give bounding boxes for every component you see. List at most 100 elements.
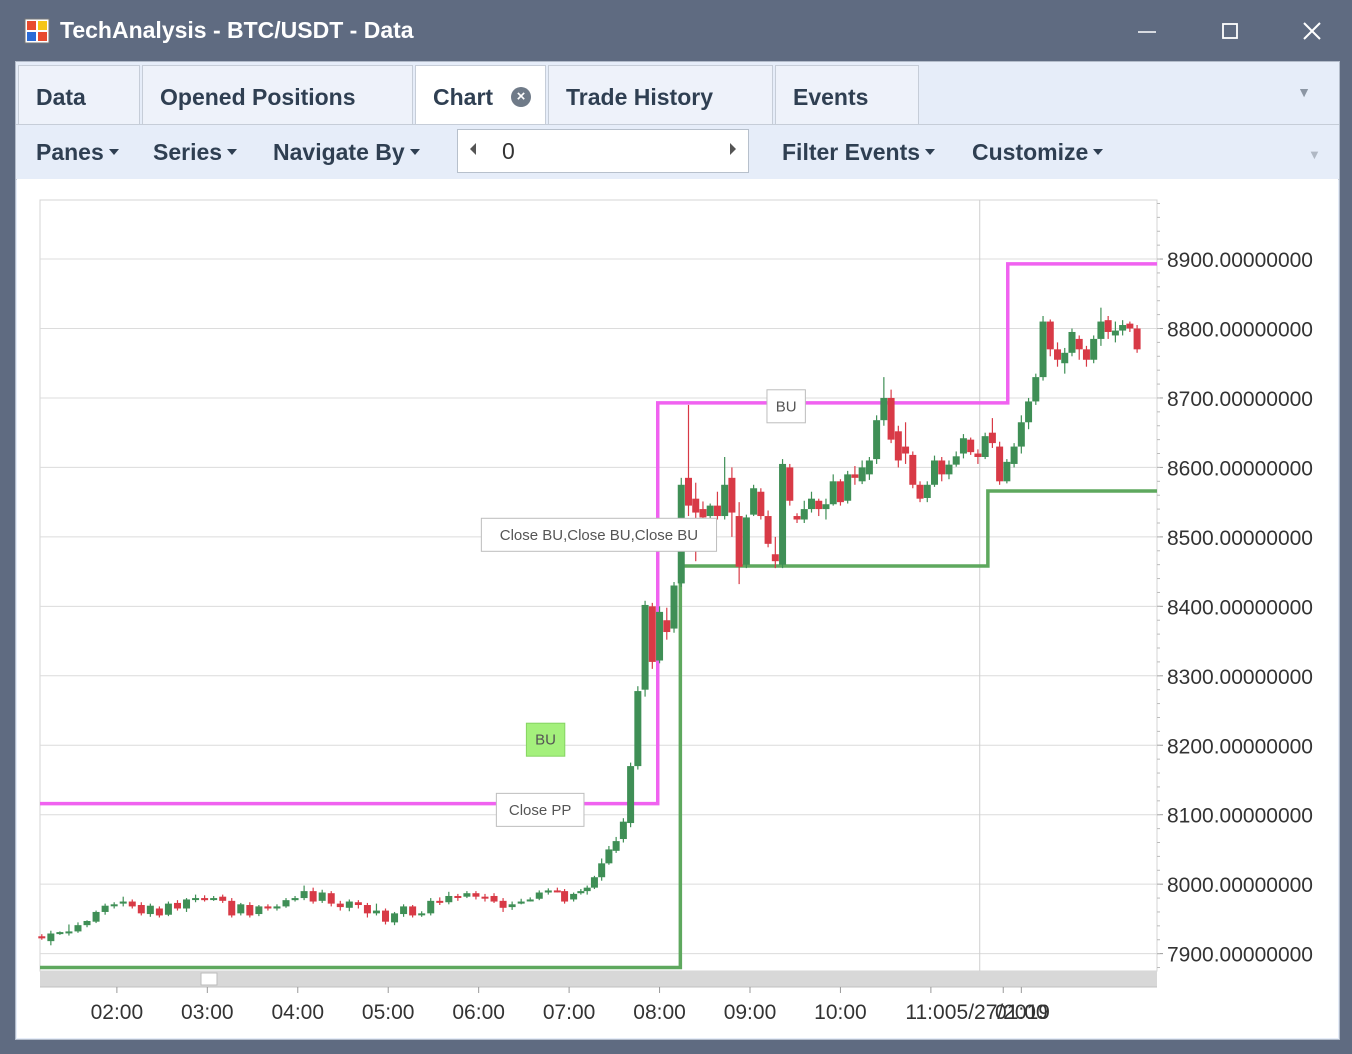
annotation-label[interactable]: BU xyxy=(535,732,556,749)
tab-list-dropdown-icon[interactable]: ▼ xyxy=(1297,84,1311,100)
panes-menu[interactable]: Panes xyxy=(36,139,119,166)
tab-trade-history[interactable]: Trade History xyxy=(548,65,773,124)
candle-up xyxy=(634,691,642,767)
chevron-down-icon xyxy=(227,148,238,155)
candle-down xyxy=(836,481,844,503)
candle-up xyxy=(959,438,967,454)
candle-down xyxy=(996,446,1004,482)
candle-down xyxy=(793,516,801,520)
annotation-box[interactable] xyxy=(525,722,566,757)
candle-up xyxy=(544,890,552,893)
candle-down xyxy=(38,936,46,939)
maximize-button[interactable] xyxy=(1200,12,1260,50)
tab-events[interactable]: Events xyxy=(775,65,919,124)
tab-bar: Data Opened Positions Chart × Trade Hist… xyxy=(16,62,1339,124)
candlestick-chart[interactable]: 8900.00000000 8800.00000000 8700.00000000 8… xyxy=(17,179,1338,1038)
candle-up xyxy=(1003,461,1011,482)
tab-label: Opened Positions xyxy=(160,84,356,110)
candle-down xyxy=(246,905,254,916)
x-tick-label: 03:00 xyxy=(181,1001,234,1024)
candle-up xyxy=(164,903,172,915)
arrow-left-icon[interactable] xyxy=(470,143,476,155)
navigator-spinner[interactable]: 0 xyxy=(457,129,749,173)
candle-up xyxy=(119,901,127,904)
candle-down xyxy=(1082,349,1090,360)
candle-up xyxy=(670,585,678,629)
chart-scrollbar[interactable] xyxy=(40,971,1157,987)
annotation-box[interactable] xyxy=(480,517,718,552)
candle-up xyxy=(721,484,729,517)
candle-down xyxy=(894,431,902,461)
tab-label: Chart xyxy=(433,84,494,110)
x-tick-label: 11:00 xyxy=(905,1001,956,1024)
tab-opened-positions[interactable]: Opened Positions xyxy=(142,65,413,124)
tab-label: Events xyxy=(793,84,869,110)
candle-down xyxy=(764,516,772,544)
candle-down xyxy=(264,906,272,909)
toolbar-overflow-icon[interactable]: ▼ xyxy=(1308,147,1321,162)
candle-up xyxy=(345,901,353,908)
candle-up xyxy=(74,925,82,932)
minimize-button[interactable] xyxy=(1117,12,1177,50)
annotation-label[interactable]: Close BU,Close BU,Close BU xyxy=(500,527,698,544)
candle-down xyxy=(354,902,362,906)
candle-up xyxy=(445,895,453,903)
candle-up xyxy=(210,898,218,901)
candle-down xyxy=(684,477,692,506)
candle-down xyxy=(309,891,317,902)
chevron-down-icon xyxy=(108,148,119,155)
annotation-label[interactable]: Close PP xyxy=(509,802,572,819)
candle-up xyxy=(65,931,73,934)
candle-down xyxy=(1126,323,1134,329)
x-tick-label: 09:00 xyxy=(724,1001,777,1024)
annotation-box[interactable] xyxy=(495,792,585,827)
candle-up xyxy=(47,933,55,942)
candle-down xyxy=(916,484,924,499)
navigate-by-menu[interactable]: Navigate By xyxy=(273,139,420,166)
candle-up xyxy=(1097,321,1105,339)
customize-menu[interactable]: Customize xyxy=(972,139,1104,166)
scrollbar-grip-icon[interactable] xyxy=(200,972,218,986)
y-tick-label: 7900.00000000 xyxy=(1167,944,1313,967)
candle-down xyxy=(155,908,163,916)
candle-down xyxy=(967,439,975,453)
candle-up xyxy=(873,420,881,460)
candle-down xyxy=(499,900,507,908)
candle-up xyxy=(612,841,620,851)
y-tick-label: 8300.00000000 xyxy=(1167,666,1313,689)
tab-label: Trade History xyxy=(566,84,713,110)
candle-down xyxy=(1133,328,1141,350)
candle-down xyxy=(553,890,561,893)
tab-close-icon[interactable]: × xyxy=(511,87,531,107)
series-menu[interactable]: Series xyxy=(153,139,238,166)
candle-down xyxy=(938,460,946,475)
candle-down xyxy=(490,895,498,902)
title-bar: TechAnalysis - BTC/USDT - Data xyxy=(0,0,1352,62)
candle-up xyxy=(83,920,91,926)
series-label: Series xyxy=(153,139,223,165)
app-icon xyxy=(24,18,50,44)
arrow-right-icon[interactable] xyxy=(730,143,736,155)
navigator-value[interactable]: 0 xyxy=(502,138,515,164)
candle-up xyxy=(101,905,109,912)
candle-up xyxy=(1017,422,1025,447)
candle-down xyxy=(454,895,462,898)
candle-down xyxy=(173,902,181,909)
tab-chart[interactable]: Chart × xyxy=(415,65,546,124)
annotation-box[interactable] xyxy=(766,389,806,424)
candle-up xyxy=(1090,338,1098,360)
candle-down xyxy=(988,432,996,444)
candle-down xyxy=(648,606,656,662)
annotation-label[interactable]: BU xyxy=(776,398,797,415)
tab-data[interactable]: Data xyxy=(18,65,140,124)
candle-up xyxy=(526,899,534,902)
close-button[interactable] xyxy=(1282,12,1342,50)
candle-up xyxy=(844,474,852,501)
filter-events-menu[interactable]: Filter Events xyxy=(782,139,936,166)
candle-up xyxy=(1032,377,1040,402)
candle-down xyxy=(409,906,417,916)
candle-down xyxy=(909,454,917,485)
candle-up xyxy=(822,504,830,510)
candle-up xyxy=(391,913,399,923)
candle-up xyxy=(282,900,290,907)
